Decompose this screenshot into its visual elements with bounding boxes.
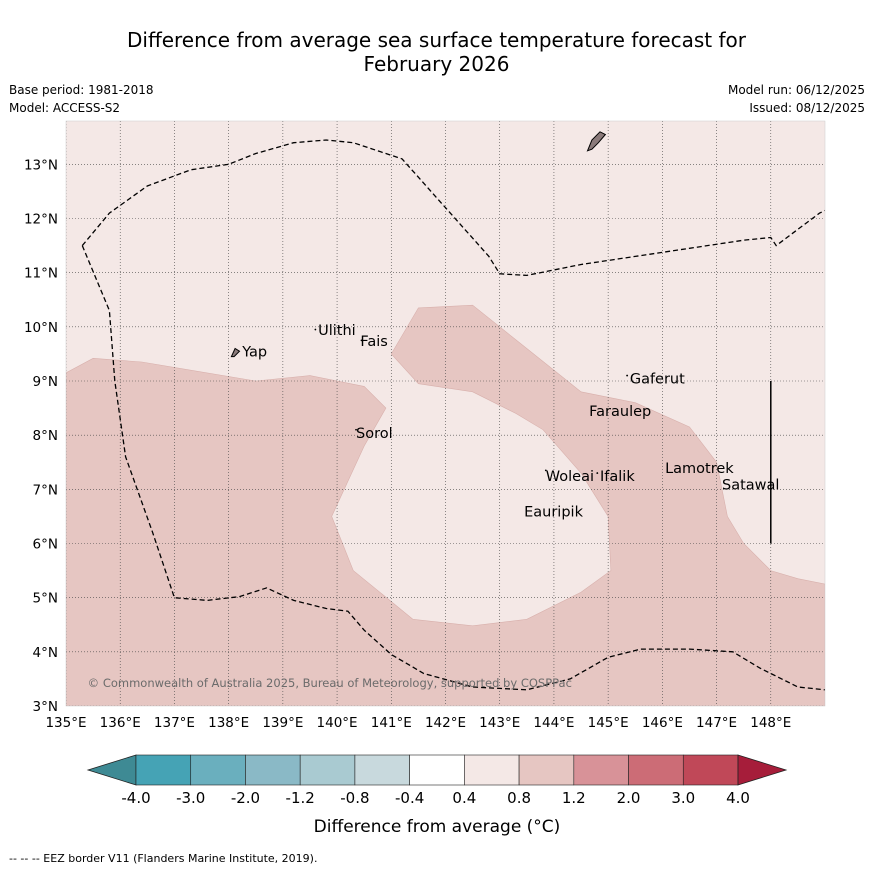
lat-tick-label: 11°N <box>24 266 58 282</box>
colorbar-segment <box>628 754 684 786</box>
lat-tick-label: 9°N <box>33 374 58 390</box>
colorbar-extend-high <box>737 754 788 786</box>
island-Guam <box>586 131 607 152</box>
colorbar-tick-label: 0.8 <box>507 789 531 807</box>
place-label-ulithi: Ulithi <box>318 323 356 339</box>
colorbar-segment <box>573 754 629 786</box>
lon-tick-label: 139°E <box>262 715 303 731</box>
place-label-yap: Yap <box>241 345 267 361</box>
lat-tick-label: 7°N <box>33 482 58 498</box>
copyright-text: © Commonwealth of Australia 2025, Bureau… <box>88 676 572 690</box>
footer-eez-note: -- -- -- EEZ border V11 (Flanders Marine… <box>9 852 318 865</box>
colorbar-label: Difference from average (°C) <box>314 817 561 837</box>
colorbar-tick-label: 4.0 <box>726 789 750 807</box>
meta-left: Base period: 1981-2018 Model: ACCESS-S2 <box>9 81 154 117</box>
lon-tick-label: 148°E <box>750 715 791 731</box>
colorbar-tick-label: -2.0 <box>231 789 260 807</box>
place-label-sorol: Sorol <box>356 426 393 442</box>
lat-tick-label: 10°N <box>24 320 58 336</box>
lon-tick-label: 144°E <box>533 715 574 731</box>
title-line-2: February 2026 <box>363 52 510 76</box>
lat-tick-label: 6°N <box>33 537 58 553</box>
lat-tick-label: 12°N <box>24 212 58 228</box>
colorbar-tick-label: -0.8 <box>340 789 369 807</box>
place-label-woleai: Woleai <box>546 469 594 485</box>
colorbar-segment <box>518 754 575 786</box>
place-label-faraulep: Faraulep <box>589 404 651 420</box>
eez-north-line <box>81 139 825 277</box>
lat-tick-label: 8°N <box>33 428 58 444</box>
place-label-gaferut: Gaferut <box>630 372 685 388</box>
colorbar-segment <box>464 754 520 786</box>
lat-tick-label: 5°N <box>33 591 58 607</box>
lon-tick-label: 140°E <box>317 715 358 731</box>
lon-tick-label: 141°E <box>371 715 412 731</box>
sorol-dot <box>355 428 357 431</box>
colorbar-tick-label: -0.4 <box>395 789 424 807</box>
lat-tick-label: 13°N <box>24 157 58 173</box>
model-run: Model run: 06/12/2025 <box>727 83 865 97</box>
colorbar-segment <box>354 754 410 786</box>
colorbar-segment <box>245 754 301 786</box>
colorbar-tick-label: -1.2 <box>286 789 315 807</box>
fais-dot <box>360 339 363 342</box>
map-layer: © Commonwealth of Australia 2025, Bureau… <box>66 121 825 706</box>
place-label-ifalik: Ifalik <box>600 469 635 485</box>
base-period: Base period: 1981-2018 <box>9 83 154 97</box>
lat-tick-label: 4°N <box>33 645 58 661</box>
woleai-dot <box>544 469 547 472</box>
place-label-lamotrek: Lamotrek <box>665 461 734 477</box>
colorbar-segment <box>299 754 356 786</box>
colorbar-segment <box>409 754 465 786</box>
region-anomaly-0.8-1.2-west <box>66 304 825 706</box>
colorbar-segment <box>190 754 246 786</box>
model-name: Model: ACCESS-S2 <box>9 101 121 115</box>
colorbar-tick-label: 3.0 <box>671 789 695 807</box>
map-title: Difference from average sea surface temp… <box>0 28 873 76</box>
gaferut-dot <box>626 374 629 377</box>
lon-tick-label: 137°E <box>154 715 195 731</box>
colorbar-tick-label: 0.4 <box>452 789 476 807</box>
colorbar-segment <box>682 754 739 786</box>
title-line-1: Difference from average sea surface temp… <box>126 28 746 52</box>
ulithi-dot <box>314 328 317 331</box>
map-frame <box>65 120 826 707</box>
colorbar-tick-label: 2.0 <box>617 789 641 807</box>
meta-right: Model run: 06/12/2025 Issued: 08/12/2025 <box>728 81 865 117</box>
lon-tick-label: 142°E <box>425 715 466 731</box>
lon-tick-label: 143°E <box>479 715 520 731</box>
ifalik-dot <box>596 472 599 474</box>
lon-tick-label: 147°E <box>696 715 737 731</box>
issued-date: Issued: 08/12/2025 <box>749 101 865 115</box>
lon-tick-label: 136°E <box>100 715 141 731</box>
lon-tick-label: 145°E <box>588 715 629 731</box>
place-label-satawal: Satawal <box>722 477 779 493</box>
lat-tick-label: 3°N <box>33 699 58 715</box>
colorbar-tick-label: 1.2 <box>562 789 586 807</box>
colorbar-extend-low <box>86 754 137 786</box>
eez-west-south-line <box>81 245 825 691</box>
lon-tick-label: 138°E <box>208 715 249 731</box>
colorbar-tick-label: -4.0 <box>121 789 150 807</box>
place-label-eauripik: Eauripik <box>524 504 583 520</box>
colorbar-segment <box>135 754 192 786</box>
island-Yap-island <box>230 347 241 358</box>
place-label-fais: Fais <box>360 334 387 350</box>
colorbar-tick-label: -3.0 <box>176 789 205 807</box>
lon-tick-label: 135°E <box>45 715 86 731</box>
lon-tick-label: 146°E <box>642 715 683 731</box>
